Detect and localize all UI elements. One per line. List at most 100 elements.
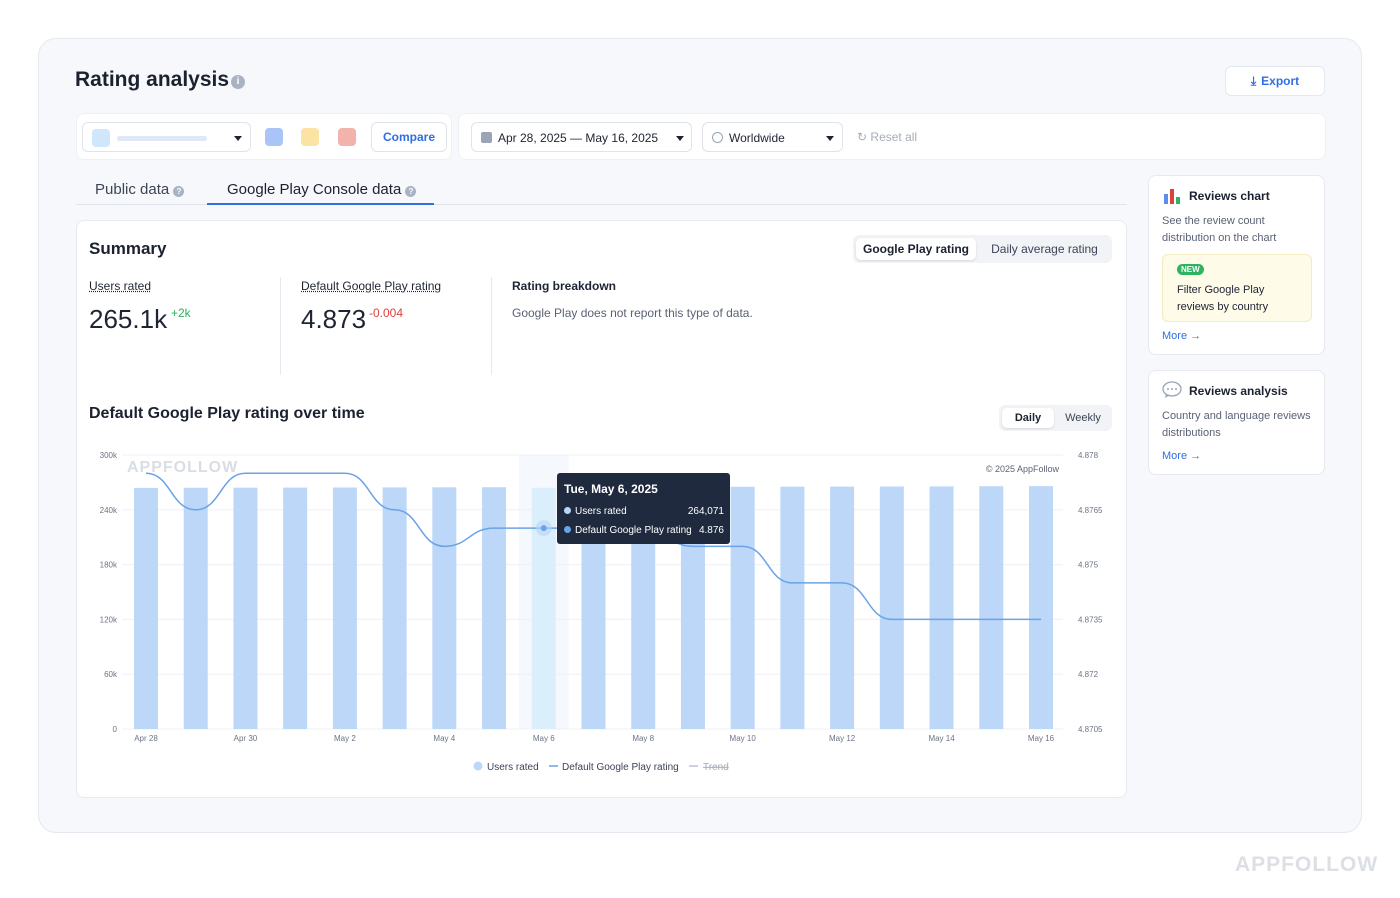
reviews-chart-card: Reviews chart See the review count distr… (1148, 175, 1325, 355)
rating-breakdown-label: Rating breakdown (512, 279, 617, 293)
bar (283, 487, 308, 729)
info-icon[interactable]: ? (173, 186, 185, 197)
y-tick-label-left: 60k (104, 670, 118, 679)
app-icon (92, 129, 110, 147)
toggle-daily-average-rating[interactable]: Daily average rating (991, 242, 1098, 256)
default-rating-delta: -0.004 (369, 306, 404, 320)
compare-color-1[interactable] (265, 128, 283, 146)
tab-google-play-console[interactable]: Google Play Console data ? (207, 181, 434, 205)
users-rated-delta: +2k (171, 306, 191, 320)
y-tick-label-left: 300k (100, 451, 118, 460)
region-value: Worldwide (729, 131, 785, 145)
chart-watermark: APPFOLLOW (127, 459, 238, 476)
default-rating-value: 4.873 (301, 304, 367, 334)
tab-label: Google Play Console data (227, 181, 402, 198)
bar (332, 487, 357, 729)
toggle-weekly[interactable]: Weekly (1065, 412, 1101, 424)
divider (491, 277, 492, 375)
tooltip-value: 4.876 (698, 525, 724, 536)
x-tick-label: May 12 (829, 734, 856, 743)
tab-public-data[interactable]: Public data ? (95, 181, 185, 205)
bar (183, 487, 208, 729)
legend-rating: Default Google Play rating (562, 762, 679, 773)
region-select[interactable]: Worldwide (702, 122, 843, 152)
speech-bubble-icon (1162, 381, 1182, 398)
bar (134, 487, 158, 729)
data-source-tabs: Public data ? Google Play Console data ? (76, 176, 1127, 205)
tooltip-label: Default Google Play rating (575, 525, 692, 536)
toggle-daily[interactable]: Daily (1002, 408, 1054, 428)
y-tick-label-right: 4.8705 (1078, 725, 1103, 734)
compare-button[interactable]: Compare (371, 122, 447, 152)
bar (382, 487, 407, 729)
bar (1029, 486, 1053, 729)
tab-label: Public data (95, 181, 170, 198)
info-icon[interactable]: i (231, 75, 245, 89)
chevron-down-icon (826, 136, 834, 141)
info-icon[interactable]: ? (405, 186, 417, 197)
legend-dot-icon (564, 526, 571, 533)
x-tick-label: May 10 (730, 734, 757, 743)
tooltip-row-users-rated: Users rated 264,071 (564, 506, 724, 517)
y-tick-label-right: 4.8765 (1078, 506, 1103, 515)
hover-point (540, 525, 547, 532)
x-tick-label: Apr 28 (134, 734, 158, 743)
tooltip-row-rating: Default Google Play rating 4.876 (564, 525, 724, 536)
rating-breakdown-text: Google Play does not report this type of… (512, 306, 753, 320)
x-tick-label: May 14 (928, 734, 955, 743)
date-region-filter-bar (458, 113, 1326, 160)
reviews-analysis-desc: Country and language reviews distributio… (1162, 410, 1311, 439)
users-rated-label[interactable]: Users rated (89, 279, 152, 293)
bar (432, 487, 457, 729)
x-tick-label: May 4 (433, 734, 455, 743)
bar (879, 486, 904, 729)
reviews-chart-more-link[interactable]: More → (1162, 330, 1202, 342)
bar (929, 486, 954, 729)
y-tick-label-right: 4.875 (1078, 561, 1099, 570)
chart-title: Default Google Play rating over time (89, 405, 365, 422)
toggle-google-play-rating[interactable]: Google Play rating (856, 238, 976, 260)
bar (979, 486, 1004, 729)
promo-text: Filter Google Play reviews by country (1177, 284, 1269, 313)
rating-type-toggle: Google Play rating Daily average rating (853, 235, 1112, 263)
reset-icon: ↻ (857, 130, 868, 144)
chevron-down-icon (234, 136, 242, 141)
chart-copyright: © 2025 AppFollow (986, 464, 1060, 474)
bar-chart-icon (1164, 189, 1180, 204)
reviews-analysis-more-link[interactable]: More → (1162, 450, 1202, 462)
x-tick-label: May 2 (334, 734, 356, 743)
reset-label: Reset all (870, 130, 918, 144)
y-tick-label-left: 120k (100, 615, 118, 624)
date-range-select[interactable]: Apr 28, 2025 — May 16, 2025 (471, 122, 692, 152)
x-tick-label: May 8 (632, 734, 654, 743)
filter-by-country-promo[interactable]: NEW Filter Google Play reviews by countr… (1162, 254, 1312, 322)
bar (482, 487, 507, 729)
divider (280, 277, 281, 375)
app-select[interactable] (82, 122, 251, 152)
reviews-analysis-card: Reviews analysis Country and language re… (1148, 370, 1325, 475)
bar (830, 486, 855, 729)
y-tick-label-left: 180k (100, 561, 118, 570)
tooltip-value: 264,071 (687, 506, 724, 517)
reviews-analysis-title: Reviews analysis (1189, 384, 1288, 398)
chart-tooltip: Tue, May 6, 2025 Users rated 264,071 Def… (557, 473, 730, 544)
bar (780, 486, 805, 729)
reviews-chart-desc: See the review count distribution on the… (1162, 215, 1277, 244)
default-rating-label[interactable]: Default Google Play rating (301, 279, 442, 293)
reset-all-button[interactable]: ↻ Reset all (857, 130, 917, 144)
legend-dot-icon (564, 507, 571, 514)
x-tick-label: May 16 (1028, 734, 1055, 743)
export-button[interactable]: ⤓ Export (1225, 66, 1325, 96)
date-range-value: Apr 28, 2025 — May 16, 2025 (498, 131, 659, 145)
bar (730, 486, 755, 729)
legend-trend[interactable]: Trend (703, 762, 729, 773)
compare-color-3[interactable] (338, 128, 356, 146)
globe-icon (712, 132, 723, 143)
reviews-chart-title: Reviews chart (1189, 189, 1270, 203)
y-tick-label-left: 0 (113, 725, 118, 734)
legend-dot-icon (473, 761, 483, 771)
compare-color-2[interactable] (301, 128, 319, 146)
bar (233, 487, 258, 729)
tooltip-title: Tue, May 6, 2025 (564, 482, 658, 496)
